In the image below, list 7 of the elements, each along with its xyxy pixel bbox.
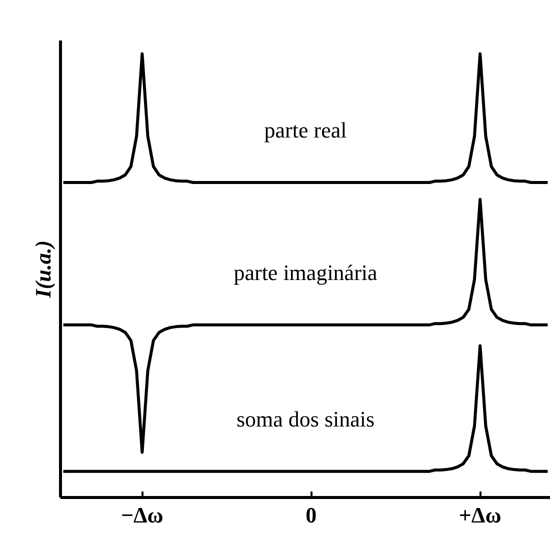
x-tick-label: −Δω [120, 502, 164, 528]
x-tick-label: +Δω [458, 502, 502, 528]
y-axis-title: I(u.a.) [30, 240, 56, 299]
series-label: parte real [264, 118, 347, 143]
series-label: soma dos sinais [236, 406, 375, 432]
x-tick-label: 0 [306, 502, 317, 528]
series-label: parte imaginária [234, 260, 378, 285]
